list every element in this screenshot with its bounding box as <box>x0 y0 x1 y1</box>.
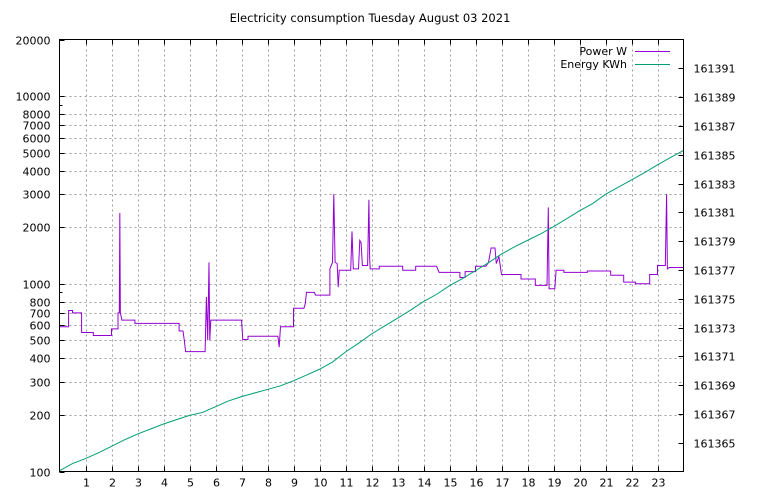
y-tick-label: 8000 <box>23 109 51 122</box>
x-tick-label: 16 <box>470 477 484 490</box>
x-tick-label: 11 <box>340 477 354 490</box>
x-tick-label: 1 <box>83 477 90 490</box>
legend-label-power: Power W <box>579 45 627 58</box>
x-tick-label: 22 <box>626 477 640 490</box>
y2-tick-label: 161377 <box>694 265 736 278</box>
y2-tick-label: 161375 <box>694 294 736 307</box>
y-tick-label: 100 <box>30 467 51 480</box>
y-tick-label: 700 <box>30 308 51 321</box>
y2-tick-label: 161371 <box>694 351 736 364</box>
x-tick-label: 12 <box>366 477 380 490</box>
y-tick-label: 2000 <box>23 222 51 235</box>
x-tick-label: 23 <box>652 477 666 490</box>
x-tick-label: 20 <box>574 477 588 490</box>
x-tick-label: 3 <box>135 477 142 490</box>
y-tick-label: 6000 <box>23 133 51 146</box>
y-tick-label: 4000 <box>23 166 51 179</box>
x-tick-label: 18 <box>522 477 536 490</box>
legend: Power W Energy KWh <box>560 45 670 71</box>
y-tick-label: 500 <box>30 335 51 348</box>
axes-layer: 1 2 3 4 5 6 7 8 9 10 11 12 13 14 15 16 17 18 19 20 21 22 23100… <box>16 35 736 490</box>
plot-frame <box>59 39 684 472</box>
y2-tick-label: 161383 <box>694 179 736 192</box>
y-tick-label: 3000 <box>23 189 51 202</box>
x-tick-label: 2 <box>109 477 116 490</box>
series-line-power-w <box>59 194 684 353</box>
y2-tick-label: 161369 <box>694 380 736 393</box>
y2-tick-label: 161365 <box>694 438 736 451</box>
x-tick-label: 9 <box>291 477 298 490</box>
legend-label-energy: Energy KWh <box>560 58 627 71</box>
x-tick-label: 13 <box>392 477 406 490</box>
y-tick-label: 5000 <box>23 148 51 161</box>
y2-tick-label: 161381 <box>694 207 736 220</box>
x-tick-label: 5 <box>187 477 194 490</box>
x-tick-label: 8 <box>265 477 272 490</box>
y-tick-label: 200 <box>30 410 51 423</box>
y-tick-label: 10000 <box>16 91 51 104</box>
x-tick-label: 19 <box>548 477 562 490</box>
x-tick-label: 17 <box>496 477 510 490</box>
grid-layer <box>59 39 684 472</box>
x-tick-label: 21 <box>600 477 614 490</box>
y2-tick-label: 161387 <box>694 121 736 134</box>
y-tick-label: 300 <box>30 377 51 390</box>
y2-tick-label: 161367 <box>694 409 736 422</box>
y-tick-label: 7000 <box>23 120 51 133</box>
y2-tick-label: 161379 <box>694 236 736 249</box>
y-tick-label: 1000 <box>23 279 51 292</box>
x-tick-label: 4 <box>161 477 168 490</box>
y-tick-label: 20000 <box>16 35 51 48</box>
x-tick-label: 6 <box>213 477 220 490</box>
series-layer <box>59 149 684 472</box>
y2-tick-label: 161385 <box>694 150 736 163</box>
y-tick-label: 400 <box>30 353 51 366</box>
y2-tick-label: 161389 <box>694 92 736 105</box>
series-line-energy-kwh <box>59 149 684 472</box>
x-tick-label: 7 <box>239 477 246 490</box>
y-tick-label: 600 <box>30 320 51 333</box>
x-tick-label: 15 <box>444 477 458 490</box>
y2-tick-label: 161373 <box>694 323 736 336</box>
y2-tick-label: 161391 <box>694 63 736 76</box>
y-tick-label: 800 <box>30 297 51 310</box>
chart-title: Electricity consumption Tuesday August 0… <box>230 11 511 25</box>
x-tick-label: 14 <box>418 477 432 490</box>
x-tick-label: 10 <box>314 477 328 490</box>
